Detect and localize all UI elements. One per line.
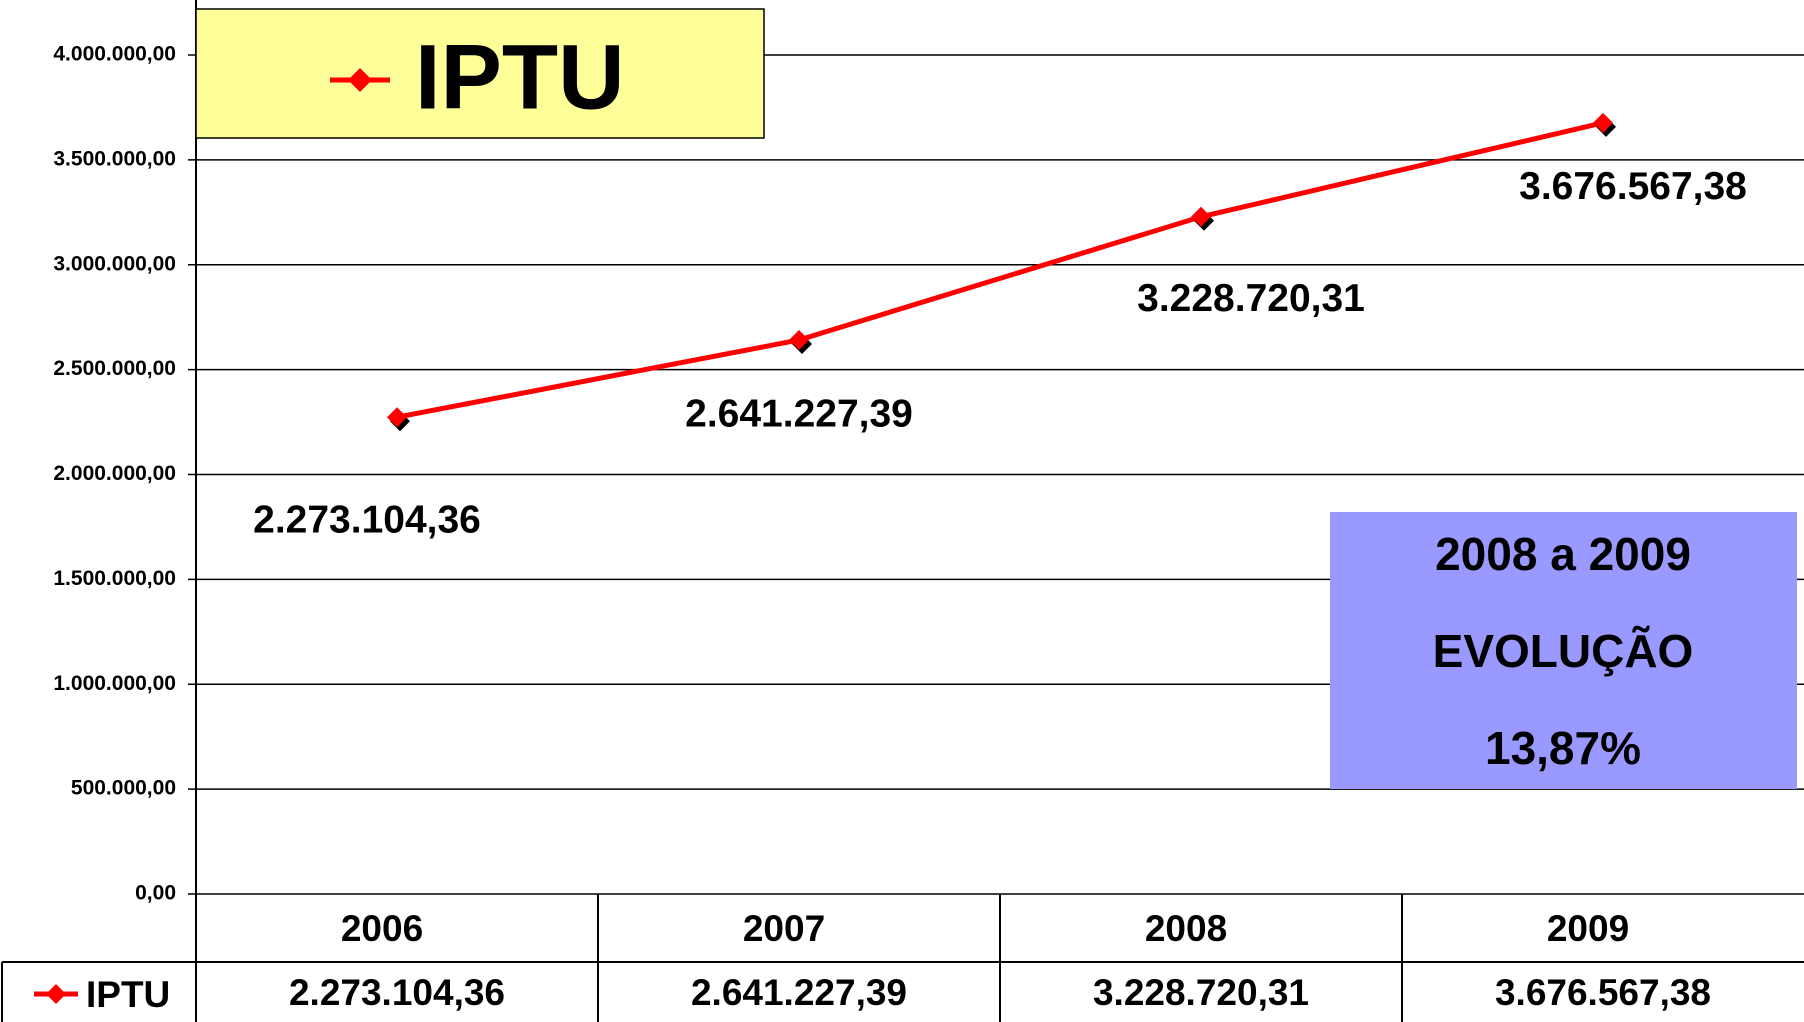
data-label: 2.641.227,39 [685,392,913,435]
y-tick-label: 2.000.000,00 [53,462,176,485]
y-tick-label: 0,00 [135,882,176,905]
y-tick-label: 3.500.000,00 [53,147,176,170]
legend-marker [348,68,372,92]
x-tick-label: 2007 [743,908,825,949]
annotation: 13,87% [1485,722,1641,774]
table-row-label: IPTU [86,974,170,1015]
table-value: 3.228.720,31 [1093,972,1309,1013]
y-tick-label: 2.500.000,00 [53,357,176,380]
table-value: 2.273.104,36 [289,972,505,1013]
y-tick-label: 3.000.000,00 [53,252,176,275]
annotation: EVOLUÇÃO [1433,625,1694,677]
legend-label: IPTU [415,26,625,128]
marker [1191,206,1211,227]
annotation-box [1330,512,1797,789]
line [396,120,1604,420]
y-tick-label: 4.000.000,00 [53,43,176,66]
table-legend-marker [46,984,66,1004]
y-tick-label: 1.500.000,00 [53,567,176,590]
table-value: 3.676.567,38 [1495,972,1711,1013]
x-tick-label: 2008 [1145,908,1227,949]
y-tick-label: 1.000.000,00 [53,672,176,695]
legend-box [195,8,765,139]
marker [1593,112,1613,133]
x-tick-label: 2006 [341,908,423,949]
data-label: 3.228.720,31 [1137,277,1365,320]
marker [387,407,407,428]
data-label: 3.676.567,38 [1519,165,1747,208]
marker [789,330,809,351]
annotation: 2008 a 2009 [1435,528,1691,580]
table-value: 2.641.227,39 [691,972,907,1013]
y-tick-label: 500.000,00 [71,777,176,800]
data-label: 2.273.104,36 [253,499,481,542]
x-tick-label: 2009 [1547,908,1629,949]
